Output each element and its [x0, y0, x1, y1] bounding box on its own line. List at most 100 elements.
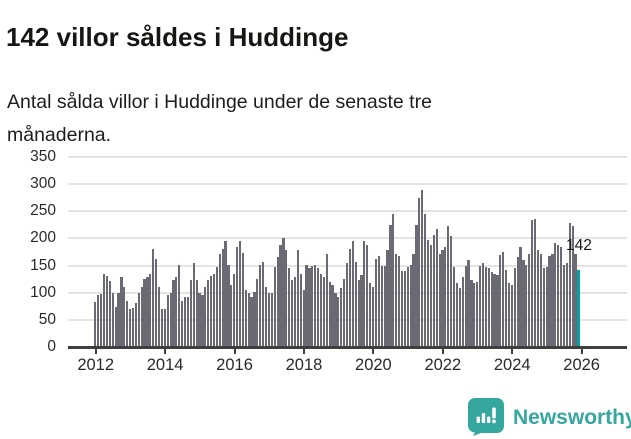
bar: [137, 293, 140, 347]
bar: [230, 285, 233, 347]
bar: [429, 245, 433, 347]
bar: [348, 248, 352, 347]
bar: [302, 290, 305, 347]
bar: [438, 253, 441, 347]
gridline: [68, 210, 627, 213]
bar: [210, 276, 213, 347]
bar: [129, 309, 132, 347]
bar: [458, 288, 461, 347]
bar: [111, 293, 114, 347]
bar: [522, 260, 525, 347]
bar: [293, 276, 297, 347]
bar: [426, 239, 430, 347]
bar: [496, 275, 499, 347]
bar: [340, 288, 343, 347]
bar: [198, 292, 201, 347]
bar: [328, 281, 331, 347]
bar: [554, 243, 557, 347]
bar: [487, 268, 490, 347]
bar: [236, 246, 239, 347]
x-axis-label: 2022: [424, 356, 462, 374]
gridline: [68, 156, 627, 158]
bar: [493, 273, 496, 347]
x-axis-tick: [302, 348, 305, 354]
bar: [305, 265, 308, 347]
bar: [264, 286, 268, 347]
bar: [343, 278, 346, 347]
bar: [114, 307, 117, 347]
bar: [221, 249, 224, 347]
bar: [181, 301, 184, 347]
x-axis-label: 2020: [355, 356, 392, 374]
bar: [212, 273, 216, 347]
page-title: 142 villor såldes i Huddinge: [6, 22, 349, 53]
bar: [545, 266, 548, 347]
bar: [354, 261, 357, 347]
bar: [149, 273, 152, 347]
y-axis-label: 200: [30, 229, 56, 247]
y-axis-label: 300: [30, 175, 56, 193]
bar: [227, 265, 230, 347]
bar: [490, 271, 493, 347]
bar: [559, 247, 563, 347]
bar: [270, 293, 273, 347]
gridline: [68, 237, 627, 240]
bar: [406, 266, 409, 347]
bar: [94, 301, 97, 347]
bar: [317, 268, 320, 347]
bar: [507, 283, 511, 347]
bar: [279, 245, 282, 347]
brand-name: Newsworthy: [513, 406, 631, 429]
bar: [331, 285, 334, 347]
bar: [152, 248, 155, 347]
bar: [464, 265, 467, 347]
bar: [481, 263, 485, 347]
bar: [241, 253, 244, 347]
bar: [169, 292, 172, 347]
bar: [253, 291, 256, 347]
bar: [513, 267, 516, 347]
bar: [134, 303, 137, 347]
bar: [319, 273, 323, 347]
bar: [311, 265, 314, 347]
bar: [510, 285, 513, 347]
bar: [256, 278, 259, 347]
bar: [516, 256, 519, 347]
bar: [392, 214, 395, 347]
y-axis-label: 350: [30, 148, 56, 165]
bar: [435, 228, 438, 347]
bar: [189, 280, 192, 347]
y-axis-label: 250: [30, 202, 56, 220]
bar: [424, 214, 427, 347]
bar: [100, 294, 103, 347]
bar: [395, 253, 398, 347]
bar: [160, 309, 163, 347]
bar: [461, 276, 464, 347]
bar: [351, 240, 354, 347]
x-axis-tick: [233, 348, 236, 354]
bar: [299, 273, 302, 347]
y-axis-label: 150: [30, 256, 56, 274]
bar: [548, 256, 551, 347]
bar: [557, 245, 560, 347]
bar: [215, 266, 218, 347]
bar: [377, 256, 380, 347]
bar: [452, 266, 456, 347]
bar: [470, 280, 473, 347]
bar: [444, 247, 447, 347]
bar: [525, 265, 528, 347]
bar: [163, 309, 166, 347]
bar: [131, 307, 135, 347]
bar: [539, 253, 542, 347]
bar: [536, 250, 540, 347]
bar: [238, 240, 242, 347]
bar: [290, 279, 294, 347]
bar: [455, 282, 459, 347]
bar: [282, 238, 285, 347]
x-axis-tick: [372, 348, 375, 354]
bar: [285, 250, 288, 347]
bar: [325, 253, 328, 347]
x-axis-line: [68, 346, 627, 349]
bar: [418, 198, 421, 347]
